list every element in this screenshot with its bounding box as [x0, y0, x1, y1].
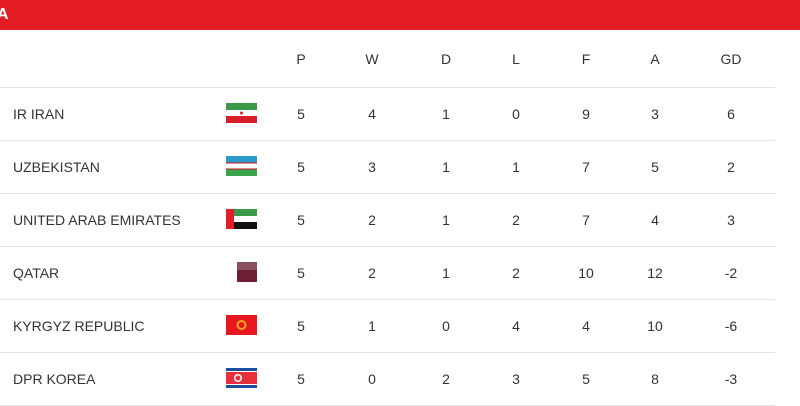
stat-a: 3: [651, 105, 659, 122]
table-header: P W D L F A GD: [0, 30, 775, 88]
stat-gd: -3: [724, 370, 738, 387]
stat-l: 2: [512, 211, 520, 228]
stat-l: 3: [512, 370, 520, 387]
team-name[interactable]: KYRGYZ REPUBLIC: [13, 317, 145, 334]
stat-l: 2: [512, 264, 520, 281]
stat-a: 10: [647, 317, 663, 334]
stat-gd: -2: [724, 264, 738, 281]
stat-p: 5: [297, 211, 305, 228]
stat-f: 7: [582, 158, 590, 175]
stat-p: 5: [297, 158, 305, 175]
column-header-gd: GD: [720, 50, 742, 67]
stat-d: 1: [442, 211, 450, 228]
stat-w: 1: [368, 317, 376, 334]
table-row[interactable]: DPR KOREA 5 0 2 3 5 8 -3: [0, 352, 775, 406]
qatar-flag-icon: [226, 262, 257, 282]
stat-d: 1: [442, 105, 450, 122]
stat-a: 5: [651, 158, 659, 175]
table-row[interactable]: IR IRAN 5 4 1 0 9 3 6: [0, 87, 775, 141]
stat-p: 5: [297, 317, 305, 334]
table-row[interactable]: KYRGYZ REPUBLIC 5 1 0 4 4 10 -6: [0, 299, 775, 353]
group-header-bar: A: [0, 0, 800, 30]
stat-p: 5: [297, 105, 305, 122]
stat-d: 0: [442, 317, 450, 334]
column-header-p: P: [296, 50, 306, 67]
stat-w: 0: [368, 370, 376, 387]
stat-a: 8: [651, 370, 659, 387]
stat-l: 1: [512, 158, 520, 175]
stat-gd: 3: [727, 211, 735, 228]
uae-flag-icon: [226, 209, 257, 229]
stat-p: 5: [297, 370, 305, 387]
column-header-w: W: [365, 50, 379, 67]
stat-d: 2: [442, 370, 450, 387]
stat-f: 7: [582, 211, 590, 228]
stat-w: 4: [368, 105, 376, 122]
stat-f: 9: [582, 105, 590, 122]
table-row[interactable]: QATAR 5 2 1 2 10 12 -2: [0, 246, 775, 300]
stat-l: 0: [512, 105, 520, 122]
stat-w: 2: [368, 264, 376, 281]
column-header-d: D: [440, 50, 452, 67]
team-name[interactable]: QATAR: [13, 264, 60, 281]
stat-d: 1: [442, 158, 450, 175]
kyrgyz-flag-icon: [226, 315, 257, 335]
stat-a: 12: [647, 264, 663, 281]
stat-w: 3: [368, 158, 376, 175]
column-header-f: F: [581, 50, 591, 67]
iran-flag-icon: [226, 103, 257, 123]
column-header-a: A: [650, 50, 660, 67]
stat-gd: 6: [727, 105, 735, 122]
table-row[interactable]: UNITED ARAB EMIRATES 5 2 1 2 7 4 3: [0, 193, 775, 247]
stat-gd: -6: [724, 317, 738, 334]
table-row[interactable]: UZBEKISTAN 5 3 1 1 7 5 2: [0, 140, 775, 194]
team-name[interactable]: IR IRAN: [13, 105, 65, 122]
column-header-l: L: [512, 50, 520, 67]
stat-l: 4: [512, 317, 520, 334]
stat-f: 5: [582, 370, 590, 387]
stat-gd: 2: [727, 158, 735, 175]
team-name[interactable]: UNITED ARAB EMIRATES: [13, 211, 181, 228]
stat-p: 5: [297, 264, 305, 281]
team-name[interactable]: UZBEKISTAN: [13, 158, 100, 175]
stat-d: 1: [442, 264, 450, 281]
group-title: A: [0, 6, 9, 23]
team-name[interactable]: DPR KOREA: [13, 370, 96, 387]
stat-f: 10: [578, 264, 594, 281]
stat-f: 4: [582, 317, 590, 334]
uzbekistan-flag-icon: [226, 156, 257, 176]
dpr-korea-flag-icon: [226, 368, 257, 388]
stat-w: 2: [368, 211, 376, 228]
stat-a: 4: [651, 211, 659, 228]
